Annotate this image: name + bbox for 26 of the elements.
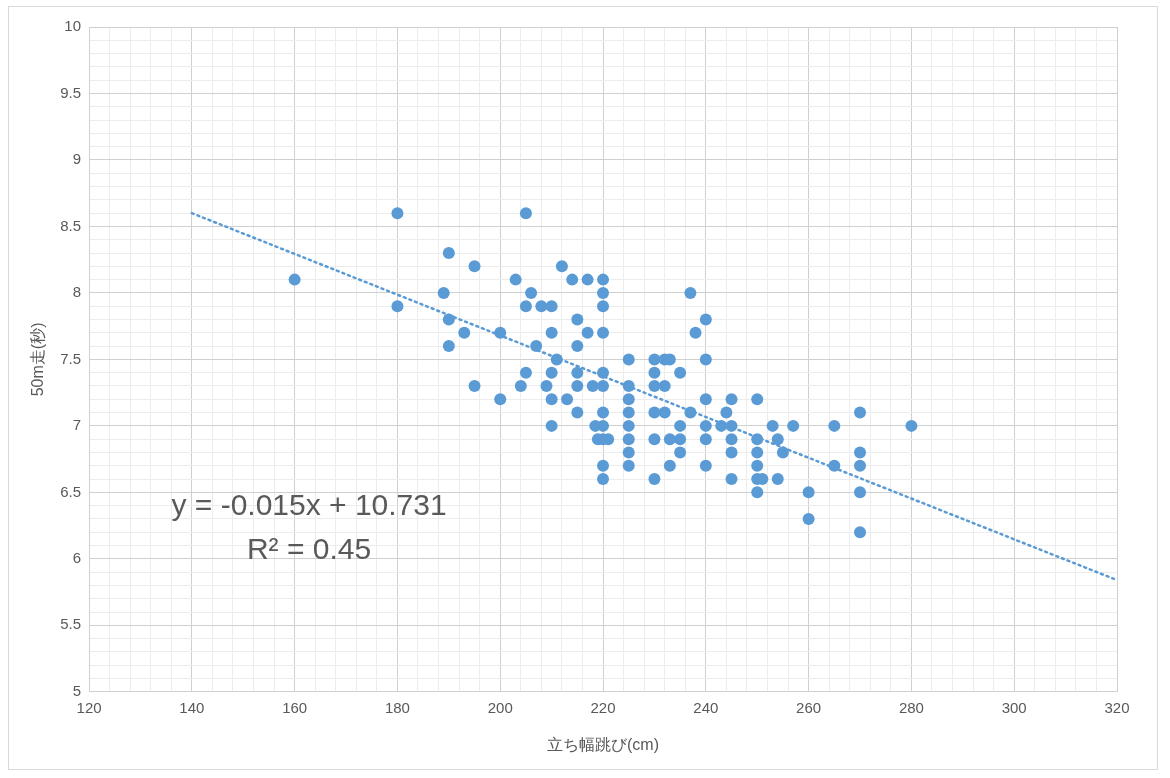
annotation: y = -0.015x + 10.731 [171,488,447,522]
y-tick-label: 7 [72,416,82,434]
x-tick-label: 280 [898,698,924,716]
y-axis-title: 50m走(秒) [29,322,47,397]
y-tick-label: 10 [64,17,82,35]
y-tick-label: 9 [72,150,82,168]
annotation: R² = 0.45 [246,532,372,566]
y-tick-label: 6 [72,548,82,566]
x-tick-label: 120 [76,698,102,716]
y-tick-label: 5.5 [60,615,82,633]
y-tick-label: 9.5 [60,83,82,101]
x-tick-label: 160 [282,698,308,716]
x-tick-label: 180 [384,698,410,716]
x-tick-label: 220 [590,698,616,716]
y-tick-label: 6.5 [60,482,82,500]
y-tick-label: 5 [72,681,82,699]
y-tick-label: 8.5 [60,216,82,234]
x-axis-title: 立ち幅跳び(cm) [547,735,660,753]
x-tick-label: 200 [487,698,513,716]
x-tick-label: 300 [1001,698,1027,716]
y-tick-label: 7.5 [60,349,82,367]
x-tick-label: 240 [693,698,719,716]
x-tick-label: 260 [796,698,822,716]
y-tick-label: 8 [72,283,82,301]
x-tick-label: 140 [179,698,205,716]
x-tick-label: 320 [1104,698,1130,716]
